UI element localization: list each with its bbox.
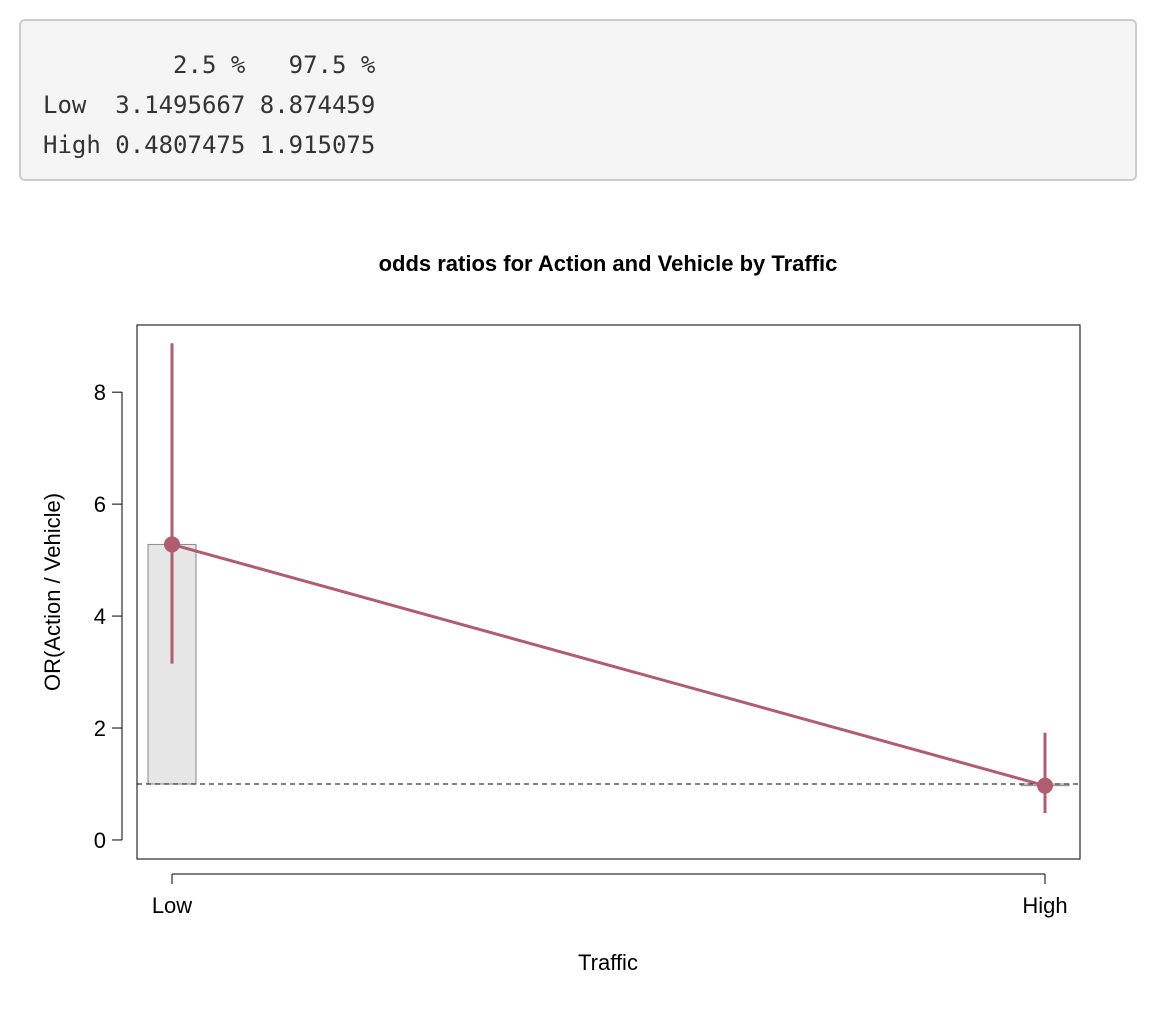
y-tick-label-2: 2 — [94, 716, 106, 741]
y-tick-label-6: 6 — [94, 492, 106, 517]
y-tick-label-0: 0 — [94, 828, 106, 853]
point-high — [1037, 777, 1053, 794]
point-low — [164, 536, 180, 553]
y-tick-label-8: 8 — [94, 380, 106, 405]
console-output: 2.5 % 97.5 % Low 3.1495667 8.874459 High… — [19, 19, 1137, 181]
plot-layer — [137, 343, 1080, 814]
y-tick-label-4: 4 — [94, 604, 106, 629]
x-axis: Low High — [152, 873, 1068, 918]
series-line — [171, 542, 1046, 788]
y-axis: 0 2 4 6 8 — [94, 380, 123, 853]
y-axis-label: OR(Action / Vehicle) — [40, 493, 65, 691]
x-tick-label-high: High — [1022, 893, 1067, 918]
output-header-line: 2.5 % 97.5 % — [43, 51, 376, 79]
plot-frame — [136, 324, 1081, 860]
output-row-low: Low 3.1495667 8.874459 — [43, 91, 376, 119]
x-axis-label: Traffic — [578, 950, 638, 975]
x-tick-label-low: Low — [152, 893, 192, 918]
output-row-high: High 0.4807475 1.915075 — [43, 131, 376, 159]
chart-title: odds ratios for Action and Vehicle by Tr… — [379, 251, 838, 276]
